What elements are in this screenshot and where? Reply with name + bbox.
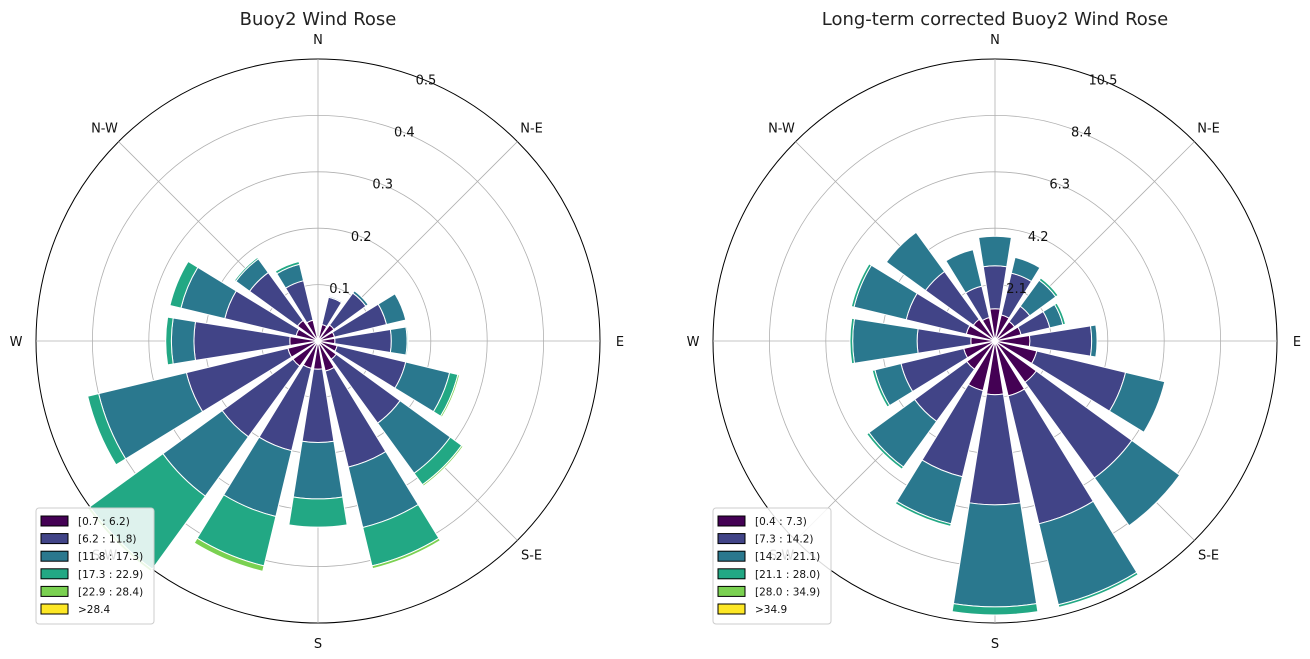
wind-bar-segment	[978, 235, 1012, 268]
direction-label: N	[313, 33, 323, 48]
legend-swatch	[717, 533, 746, 545]
wind-bar-segment	[1010, 256, 1041, 283]
direction-label: N-W	[91, 121, 118, 136]
legend-label: [0.7 : 6.2)	[78, 516, 130, 528]
wind-bar-segment	[951, 603, 1039, 616]
wind-bar-segment	[170, 317, 197, 365]
wind-bar-segment	[288, 496, 348, 528]
radial-tick-label: 8.4	[1071, 126, 1092, 141]
direction-label: E	[1293, 335, 1301, 350]
wind-bar-segment	[885, 231, 946, 292]
wind-bar-segment	[233, 256, 260, 283]
legend-label: [11.8 : 17.3)	[78, 551, 143, 563]
legend: [0.4 : 7.3) [7.3 : 14.2) [14.2 : 21.1) [21.…	[712, 507, 832, 625]
radial-tick-label: 6.3	[1049, 178, 1070, 193]
direction-label: S-E	[521, 549, 542, 564]
direction-label: N-W	[768, 121, 795, 136]
wind-bar-segment	[405, 326, 409, 356]
wind-bar-segment	[193, 537, 265, 572]
wind-bar-segment	[871, 369, 891, 408]
wind-bar-segment	[1057, 571, 1139, 608]
radial-tick-label: 10.5	[1088, 73, 1117, 88]
wind-bar-segment	[377, 293, 407, 326]
wind-bar-segment	[1089, 324, 1098, 358]
radial-tick-label: 0.5	[416, 73, 437, 88]
legend-label: [22.9 : 28.4)	[78, 586, 143, 598]
wind-bar-segment	[352, 290, 369, 307]
wind-bar-segment	[866, 431, 905, 470]
legend-swatch	[40, 515, 69, 527]
wind-bar-segment	[894, 500, 952, 528]
wind-bar-segment	[945, 248, 983, 294]
wind-bar-segment	[849, 317, 855, 365]
radial-tick-label: 0.3	[372, 178, 393, 193]
wind-bar-segment	[274, 260, 301, 275]
radial-tick-label: 0.1	[329, 282, 350, 297]
wind-bar-segment	[1093, 439, 1181, 527]
legend-swatch	[40, 603, 69, 615]
radial-tick-label: 4.2	[1028, 230, 1049, 245]
legend-swatch	[40, 585, 69, 597]
wind-bar-segment	[1038, 277, 1059, 298]
wind-bar-segment	[165, 316, 174, 366]
wind-bar-segment	[327, 295, 343, 304]
direction-label: N-E	[1197, 121, 1220, 136]
legend-swatch	[717, 550, 746, 562]
wind-bar-segment	[850, 263, 873, 308]
legend-swatch	[40, 533, 69, 545]
direction-label: N-E	[520, 121, 543, 136]
radial-tick-label: 0.2	[351, 230, 372, 245]
legend-swatch	[717, 603, 746, 615]
legend-label: >28.4	[78, 604, 110, 616]
wind-bar-segment	[952, 502, 1038, 608]
legend-label: [0.4 : 7.3)	[755, 516, 807, 528]
radial-tick-label: 2.1	[1006, 282, 1027, 297]
legend-label: [28.0 : 34.9)	[755, 586, 820, 598]
wind-bar-segment	[852, 318, 919, 364]
legend: [0.7 : 6.2) [6.2 : 11.8) [11.8 : 17.3) [17.…	[35, 507, 155, 625]
legend-swatch	[40, 550, 69, 562]
direction-label: N	[990, 33, 1000, 48]
legend-label: [17.3 : 22.9)	[78, 569, 143, 581]
wind-bar-segment	[1053, 302, 1067, 326]
legend-swatch	[40, 568, 69, 580]
wind-bar-segment	[371, 537, 441, 570]
legend-swatch	[717, 568, 746, 580]
direction-label: S	[314, 637, 322, 652]
legend-label: [21.1 : 28.0)	[755, 569, 820, 581]
wind-rose-2: Long-term corrected Buoy2 Wind Rose E N-E N…	[687, 9, 1302, 652]
wind-bar-segment	[87, 393, 127, 466]
legend-swatch	[717, 515, 746, 527]
wind-bar-segment	[389, 326, 408, 356]
wind-bar-segment	[982, 265, 1008, 310]
legend-label: [6.2 : 11.8)	[78, 534, 136, 546]
direction-label: W	[10, 335, 23, 350]
legend-label: [14.2 : 21.1)	[755, 551, 820, 563]
wind-bar-segment	[292, 440, 344, 500]
wind-bar-segment	[1108, 371, 1166, 433]
wind-bar-segment	[169, 260, 199, 309]
wind-bar-segment	[421, 444, 464, 487]
chart-title: Buoy2 Wind Rose	[240, 9, 397, 30]
direction-label: E	[616, 335, 624, 350]
chart-title: Long-term corrected Buoy2 Wind Rose	[822, 9, 1169, 30]
wind-rose-1: Buoy2 Wind RoseEN-ENN-WWS-WSS-E0.10.20.3…	[10, 9, 625, 652]
legend-swatch	[717, 585, 746, 597]
wind-bar-segment	[439, 373, 461, 418]
radial-tick-label: 0.4	[394, 126, 415, 141]
direction-label: S-E	[1198, 549, 1219, 564]
direction-label: S	[991, 637, 999, 652]
legend-label: >34.9	[755, 604, 787, 616]
legend-label: [7.3 : 14.2)	[755, 534, 813, 546]
direction-label: W	[687, 335, 700, 350]
